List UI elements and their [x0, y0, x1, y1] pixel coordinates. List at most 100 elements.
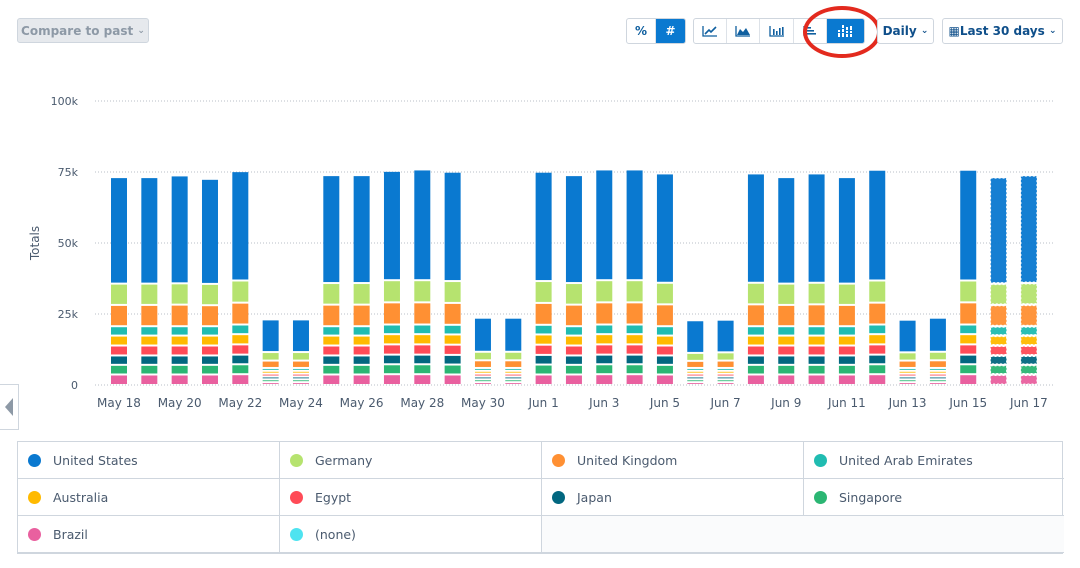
bar-segment-singapore[interactable] — [323, 365, 340, 374]
bar-segment-australia[interactable] — [869, 335, 886, 344]
bar-segment-japan[interactable] — [990, 355, 1008, 365]
bar-segment-united-kingdom[interactable] — [747, 305, 764, 326]
bar-segment-singapore[interactable] — [535, 365, 552, 374]
bar-segment-united-arab-emirates[interactable] — [292, 368, 309, 370]
bar-may-28[interactable] — [414, 170, 431, 384]
bar-segment-united-kingdom[interactable] — [990, 305, 1008, 326]
bar-segment-united-states[interactable] — [838, 178, 855, 283]
bar-segment-germany[interactable] — [292, 353, 309, 360]
bar-segment-singapore[interactable] — [292, 380, 309, 382]
bar-segment-united-arab-emirates[interactable] — [353, 327, 370, 335]
bar-segment-united-kingdom[interactable] — [414, 303, 431, 324]
bar-segment-australia[interactable] — [808, 336, 825, 345]
bar-segment-germany[interactable] — [262, 353, 279, 360]
bar-segment-brazil[interactable] — [626, 375, 643, 384]
bar-segment-japan[interactable] — [414, 355, 431, 364]
bar-segment-united-states[interactable] — [1020, 175, 1038, 283]
percent-button[interactable]: % — [627, 19, 657, 43]
bar-segment-australia[interactable] — [201, 336, 218, 345]
bar-segment-australia[interactable] — [960, 335, 977, 344]
bar-segment-united-states[interactable] — [171, 176, 188, 283]
bar-segment-united-kingdom[interactable] — [505, 361, 522, 367]
bar-segment-united-states[interactable] — [596, 170, 613, 280]
bar-segment-united-states[interactable] — [869, 170, 886, 280]
bar-jun-5[interactable] — [656, 174, 673, 384]
bar-may-22[interactable] — [232, 172, 249, 384]
bar-segment-australia[interactable] — [929, 371, 946, 373]
bar-segment-egypt[interactable] — [717, 374, 734, 376]
bar-segment-australia[interactable] — [414, 335, 431, 344]
bar-segment-brazil[interactable] — [1020, 374, 1038, 385]
bar-may-21[interactable] — [201, 179, 218, 384]
bar-segment-egypt[interactable] — [535, 345, 552, 354]
bar-segment-united-states[interactable] — [444, 172, 461, 281]
bar-segment-japan[interactable] — [292, 377, 309, 379]
bar-jun-13[interactable] — [899, 320, 916, 384]
bar-segment-brazil[interactable] — [869, 375, 886, 384]
bar-jun-11[interactable] — [838, 178, 855, 384]
bar-segment-australia[interactable] — [323, 336, 340, 345]
bar-segment-united-arab-emirates[interactable] — [141, 327, 158, 335]
bar-segment-united-kingdom[interactable] — [596, 303, 613, 324]
bar-jun-1[interactable] — [535, 172, 552, 384]
bar-segment-brazil[interactable] — [414, 375, 431, 384]
bar-segment-japan[interactable] — [747, 356, 764, 364]
bar-segment-united-kingdom[interactable] — [778, 305, 795, 326]
bar-segment-australia[interactable] — [474, 371, 491, 373]
bar-segment-egypt[interactable] — [201, 346, 218, 355]
bar-segment-japan[interactable] — [565, 356, 582, 364]
bar-segment-singapore[interactable] — [262, 380, 279, 382]
bar-segment-egypt[interactable] — [292, 374, 309, 376]
bar-segment-singapore[interactable] — [1020, 365, 1038, 374]
bar-segment-singapore[interactable] — [960, 365, 977, 374]
bar-segment-brazil[interactable] — [171, 375, 188, 384]
bar-segment-singapore[interactable] — [232, 365, 249, 374]
bar-segment-brazil[interactable] — [353, 375, 370, 384]
bar-segment-united-kingdom[interactable] — [141, 305, 158, 326]
bar-segment-united-arab-emirates[interactable] — [535, 325, 552, 334]
bar-segment-australia[interactable] — [111, 336, 127, 345]
bar-segment-singapore[interactable] — [414, 365, 431, 374]
bar-segment-egypt[interactable] — [808, 346, 825, 355]
bar-segment-united-states[interactable] — [323, 176, 340, 283]
bar-segment-singapore[interactable] — [353, 365, 370, 374]
bar-segment-egypt[interactable] — [565, 346, 582, 355]
bar-segment-united-arab-emirates[interactable] — [960, 325, 977, 334]
bar-segment-brazil[interactable] — [778, 375, 795, 384]
bar-segment-australia[interactable] — [232, 335, 249, 344]
bar-segment-germany[interactable] — [232, 281, 249, 302]
bar-segment-united-states[interactable] — [717, 320, 734, 352]
bar-segment-united-arab-emirates[interactable] — [656, 327, 673, 335]
bar-segment-australia[interactable] — [990, 336, 1008, 346]
bar-segment-germany[interactable] — [111, 284, 127, 304]
legend-item[interactable]: Singapore — [804, 479, 1064, 516]
bar-segment-united-arab-emirates[interactable] — [687, 368, 704, 370]
bar-segment-singapore[interactable] — [656, 365, 673, 374]
bar-segment-japan[interactable] — [1020, 355, 1038, 365]
bar-jun-6[interactable] — [687, 321, 704, 384]
bar-segment-germany[interactable] — [141, 284, 158, 304]
bar-segment-united-arab-emirates[interactable] — [323, 327, 340, 335]
bar-segment-egypt[interactable] — [232, 345, 249, 354]
bar-segment-united-states[interactable] — [353, 176, 370, 283]
bar-jun-10[interactable] — [808, 174, 825, 384]
bar-jun-14[interactable] — [929, 318, 946, 384]
bar-may-25[interactable] — [323, 176, 340, 384]
bar-segment-united-kingdom[interactable] — [808, 305, 825, 326]
bar-segment-singapore[interactable] — [565, 365, 582, 374]
bar-segment-united-kingdom[interactable] — [960, 303, 977, 324]
bar-segment-australia[interactable] — [747, 336, 764, 345]
bar-segment-brazil[interactable] — [383, 375, 400, 384]
bar-segment-japan[interactable] — [171, 356, 188, 364]
bar-segment-brazil[interactable] — [656, 375, 673, 384]
bar-segment-singapore[interactable] — [201, 365, 218, 374]
bar-segment-singapore[interactable] — [474, 380, 491, 382]
bar-segment-united-kingdom[interactable] — [626, 303, 643, 324]
bar-segment-brazil[interactable] — [596, 375, 613, 384]
legend-item[interactable]: Japan — [542, 479, 804, 516]
bar-segment-japan[interactable] — [869, 355, 886, 364]
bar-segment-australia[interactable] — [141, 336, 158, 345]
legend-item[interactable]: (none) — [280, 516, 542, 553]
bar-segment-egypt[interactable] — [323, 346, 340, 355]
bar-segment-egypt[interactable] — [687, 374, 704, 376]
